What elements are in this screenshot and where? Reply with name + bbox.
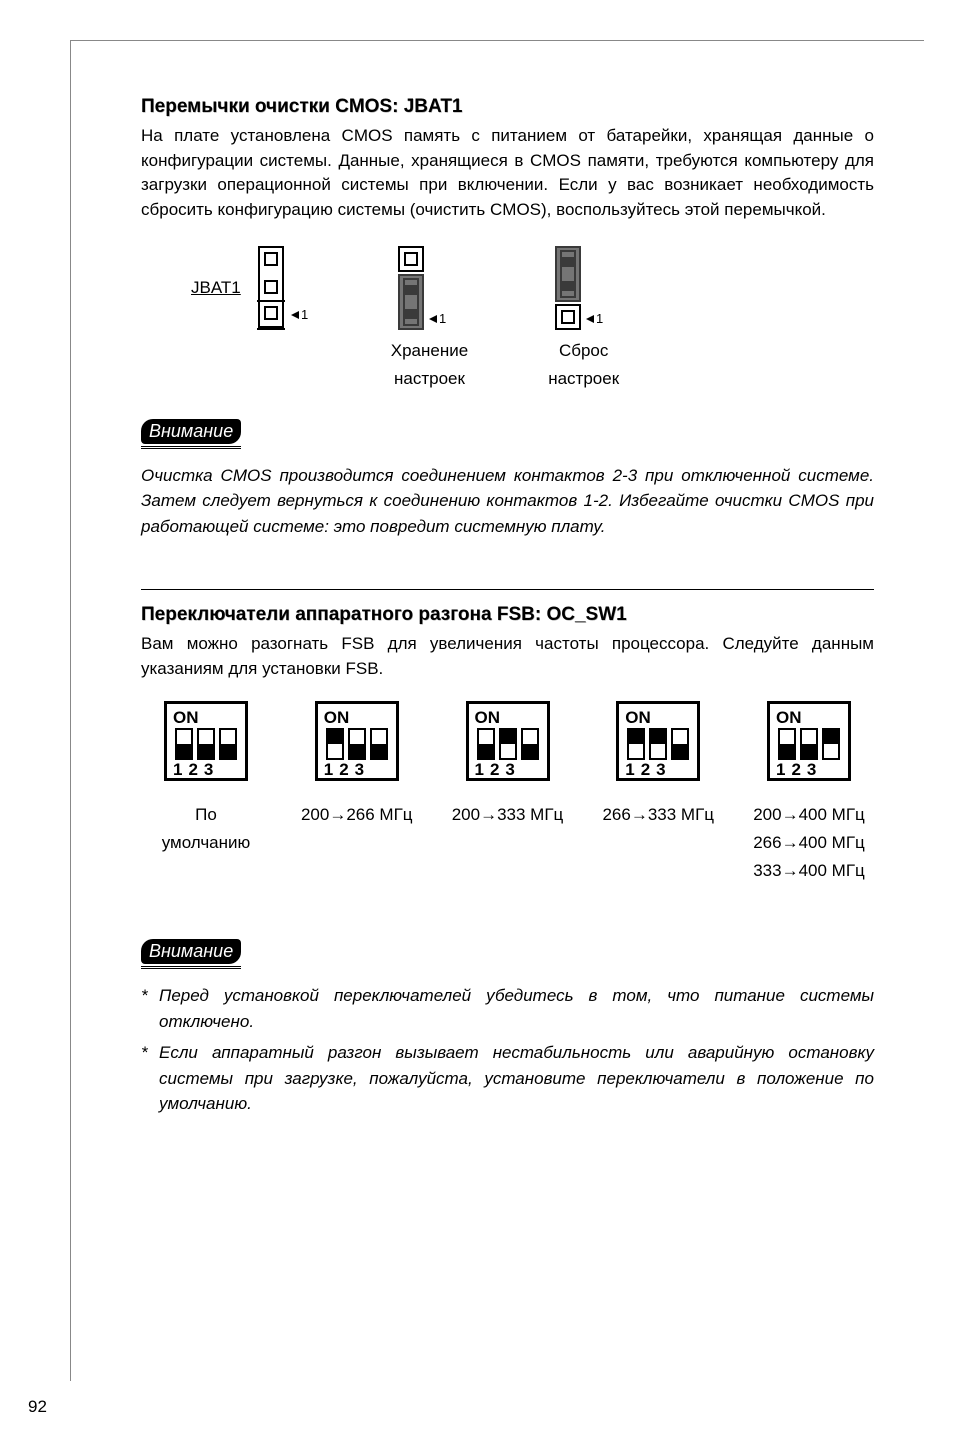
svg-text:1: 1 xyxy=(596,311,603,326)
section1-body: На плате установлена CMOS память с питан… xyxy=(141,124,874,223)
dip-label-4: 200→400 МГц266→400 МГц333→400 МГц xyxy=(744,805,874,889)
dip-switch-row: ON123 ON123 ON123 ON123 ON123 xyxy=(141,701,874,791)
clear-svg: 1 xyxy=(548,243,608,333)
dip-4: ON123 xyxy=(744,701,874,791)
attention2-notes: *Перед установкой переключателей убедите… xyxy=(141,983,874,1117)
attention2-underline xyxy=(141,966,241,969)
section2-title: Переключатели аппаратного разгона FSB: O… xyxy=(141,604,874,626)
jbat1-svg: 1 xyxy=(251,243,311,333)
dip-3: ON123 xyxy=(593,701,723,791)
dip-label-2: 200→333 МГц xyxy=(443,805,573,889)
dip-label-0: Поумолчанию xyxy=(141,805,271,889)
jbat1-label: JBAT1 xyxy=(191,278,241,298)
note-1: *Если аппаратный разгон вызывает нестаби… xyxy=(141,1040,874,1117)
keep-caption-2: настроек xyxy=(391,369,468,389)
jumper-jbat1: JBAT1 1 xyxy=(191,243,311,333)
attention2-label: Внимание xyxy=(141,939,241,964)
dip-1: ON123 xyxy=(292,701,422,791)
jumper-keep: 1 Хранение настроек xyxy=(391,243,468,389)
section2-body: Вам можно разогнать FSB для увеличения ч… xyxy=(141,632,874,681)
dip-2: ON123 xyxy=(443,701,573,791)
dip-label-3: 266→333 МГц xyxy=(593,805,723,889)
section2-rule xyxy=(141,589,874,590)
clear-caption-2: настроек xyxy=(548,369,619,389)
attention2-block: Внимание *Перед установкой переключателе… xyxy=(141,939,874,1117)
jumper-diagram-row: JBAT1 1 1 xyxy=(191,243,874,389)
attention1-underline xyxy=(141,446,241,449)
dip-label-1: 200→266 МГц xyxy=(292,805,422,889)
section1-title: Перемычки очистки CMOS: JBAT1 xyxy=(141,96,874,118)
keep-svg: 1 xyxy=(391,243,451,333)
pin1-marker: 1 xyxy=(301,307,308,322)
keep-caption-1: Хранение xyxy=(391,341,468,361)
page-border: Перемычки очистки CMOS: JBAT1 На плате у… xyxy=(70,40,924,1381)
dip-labels-row: Поумолчанию 200→266 МГц 200→333 МГц 266→… xyxy=(141,805,874,889)
note-0: *Перед установкой переключателей убедите… xyxy=(141,983,874,1034)
jumper-clear: 1 Сброс настроек xyxy=(548,243,619,389)
page-number: 92 xyxy=(28,1397,47,1417)
attention1-label: Внимание xyxy=(141,419,241,444)
attention1-text: Очистка CMOS производится соединением ко… xyxy=(141,463,874,540)
attention1-block: Внимание Очистка CMOS производится соеди… xyxy=(141,419,874,540)
svg-text:1: 1 xyxy=(439,311,446,326)
dip-0: ON123 xyxy=(141,701,271,791)
clear-caption-1: Сброс xyxy=(548,341,619,361)
